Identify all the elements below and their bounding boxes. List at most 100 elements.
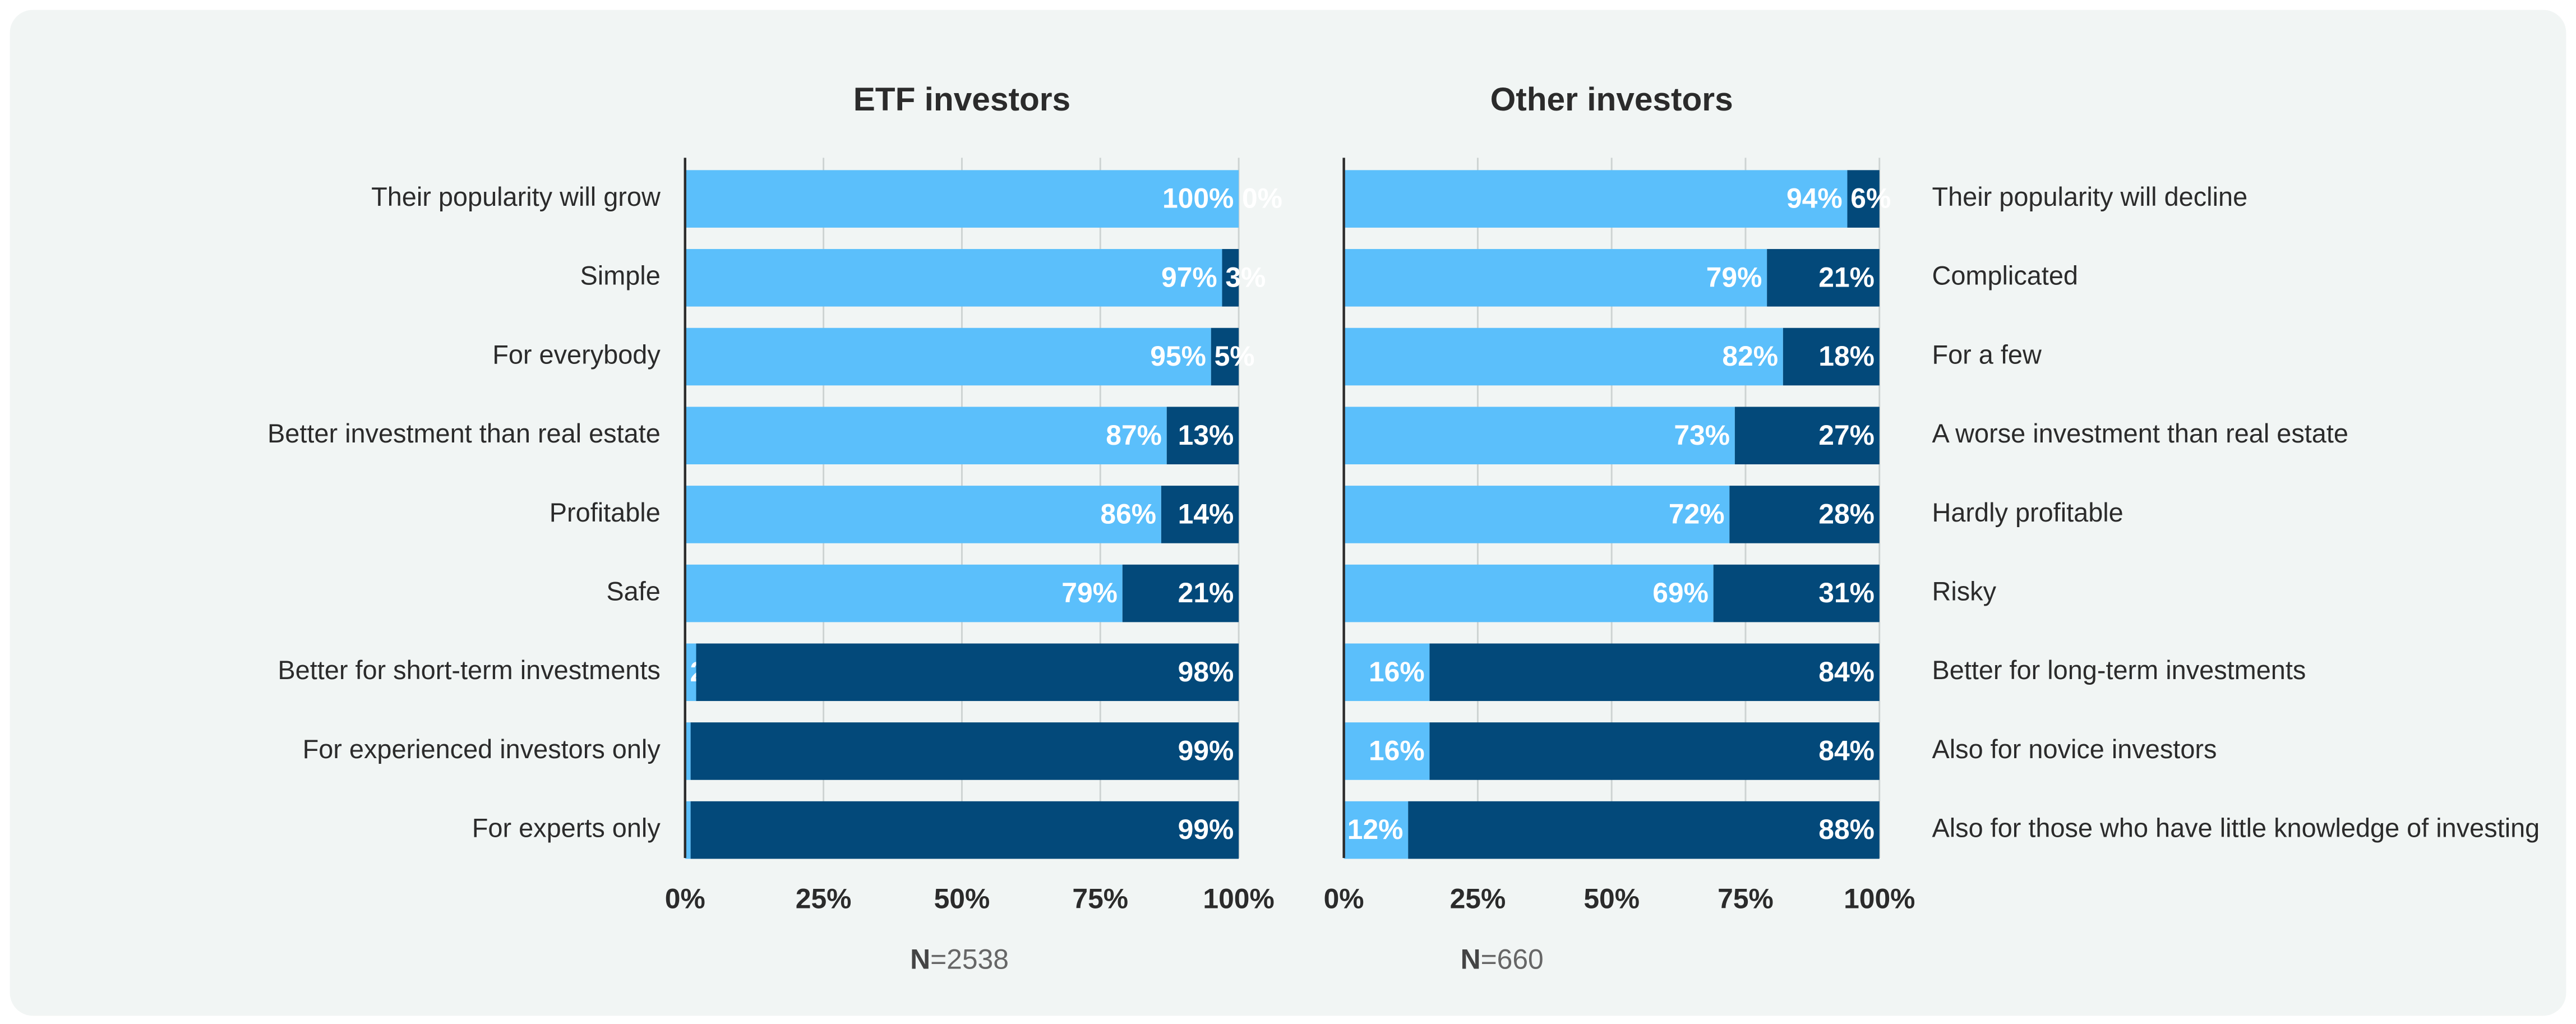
bar-segment <box>1122 564 1239 622</box>
background <box>10 10 2566 1016</box>
value-label: 28% <box>1818 498 1875 529</box>
category-label: Hardly profitable <box>1932 498 2123 527</box>
value-label: 5% <box>1215 340 1255 372</box>
bar-segment <box>685 643 696 702</box>
bar-segment <box>685 801 691 859</box>
sample-note: N=660 <box>1461 944 1544 975</box>
value-label: 79% <box>1706 261 1762 293</box>
category-label: Risky <box>1932 576 1997 606</box>
bar-segment <box>685 722 691 780</box>
category-label: Simple <box>580 261 661 290</box>
category-label: A worse investment than real estate <box>1932 419 2348 448</box>
value-label: 88% <box>1818 814 1875 845</box>
sample-note: N=2538 <box>910 944 1009 975</box>
bar-segment <box>1429 722 1880 780</box>
bar-segment <box>1729 486 1880 543</box>
value-label: 21% <box>1818 261 1875 293</box>
chart-title: Other investors <box>1490 81 1733 118</box>
category-label: Better investment than real estate <box>267 419 661 448</box>
bar-segment <box>1344 249 1767 307</box>
category-label: Better for long-term investments <box>1932 656 2306 685</box>
category-label: Their popularity will grow <box>371 182 661 211</box>
value-label: 97% <box>1161 261 1217 293</box>
category-label: Better for short-term investments <box>278 656 660 685</box>
bar-segment <box>1344 170 1848 228</box>
bar-segment <box>1847 170 1880 228</box>
note-value: =2538 <box>930 944 1009 975</box>
bar-segment <box>1211 328 1239 386</box>
bar-segment <box>1344 722 1430 780</box>
value-label: 82% <box>1722 340 1778 372</box>
category-label: For experts only <box>472 814 661 843</box>
value-label: 3% <box>1225 261 1266 293</box>
x-tick-label: 100% <box>1203 883 1274 914</box>
bar-segment <box>1429 643 1880 702</box>
note-label: N <box>1461 944 1481 975</box>
x-tick-label: 100% <box>1844 883 1915 914</box>
note-value: =660 <box>1481 944 1544 975</box>
value-label: 13% <box>1178 419 1234 451</box>
value-label: 94% <box>1786 183 1843 214</box>
category-label: Their popularity will decline <box>1932 182 2248 211</box>
bar-segment <box>690 722 1239 780</box>
x-tick-label: 25% <box>1450 883 1506 914</box>
x-tick-label: 25% <box>796 883 852 914</box>
value-label: 84% <box>1818 735 1875 767</box>
bar-segment <box>685 564 1123 622</box>
value-label: 87% <box>1106 419 1162 451</box>
x-tick-label: 75% <box>1718 883 1774 914</box>
value-label: 79% <box>1061 577 1118 608</box>
category-label: For a few <box>1932 340 2042 369</box>
value-label: 6% <box>1850 183 1891 214</box>
bar-segment <box>1767 249 1880 307</box>
value-label: 0% <box>1242 183 1282 214</box>
category-label: Safe <box>606 576 660 606</box>
value-label: 73% <box>1674 419 1730 451</box>
bar-segment <box>1734 407 1880 465</box>
x-tick-label: 50% <box>1584 883 1640 914</box>
value-label: 27% <box>1818 419 1875 451</box>
category-label: For everybody <box>492 340 661 369</box>
value-label: 31% <box>1818 577 1875 608</box>
bar-segment <box>1713 564 1880 622</box>
bar-segment <box>696 643 1239 702</box>
value-label: 21% <box>1178 577 1234 608</box>
category-label: Complicated <box>1932 261 2078 290</box>
bar-segment <box>1344 486 1730 543</box>
bar-segment <box>685 328 1211 386</box>
bar-segment <box>685 486 1161 543</box>
bar-segment <box>1783 328 1880 386</box>
value-label: 18% <box>1818 340 1875 372</box>
bar-segment <box>1166 407 1239 465</box>
value-label: 99% <box>1178 814 1234 845</box>
chart-title: ETF investors <box>853 81 1070 118</box>
bar-segment <box>1344 643 1430 702</box>
bar-segment <box>685 249 1222 307</box>
bar-segment <box>1344 564 1714 622</box>
category-label: Also for those who have little knowledge… <box>1932 814 2540 843</box>
bar-segment <box>1344 328 1783 386</box>
bar-segment <box>1161 486 1239 543</box>
bar-segment <box>685 170 1239 228</box>
bar-segment <box>690 801 1239 859</box>
value-label: 14% <box>1178 498 1234 529</box>
value-label: 99% <box>1178 735 1234 767</box>
x-tick-label: 75% <box>1072 883 1128 914</box>
value-label: 100% <box>1162 183 1234 214</box>
value-label: 16% <box>1369 656 1425 688</box>
x-tick-label: 50% <box>934 883 990 914</box>
bar-segment <box>1222 249 1239 307</box>
bar-segment <box>685 407 1167 465</box>
note-label: N <box>910 944 930 975</box>
value-label: 12% <box>1347 814 1404 845</box>
value-label: 16% <box>1369 735 1425 767</box>
category-label: For experienced investors only <box>303 735 661 764</box>
bar-segment <box>1344 407 1735 465</box>
category-label: Profitable <box>550 498 661 527</box>
value-label: 86% <box>1100 498 1156 529</box>
value-label: 95% <box>1150 340 1206 372</box>
value-label: 69% <box>1652 577 1709 608</box>
category-label: Also for novice investors <box>1932 735 2217 764</box>
value-label: 98% <box>1178 656 1234 688</box>
